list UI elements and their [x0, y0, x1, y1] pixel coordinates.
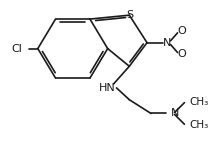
Text: O: O	[177, 50, 186, 60]
Text: N: N	[171, 108, 179, 118]
Text: Cl: Cl	[11, 44, 22, 54]
Text: CH₃: CH₃	[189, 97, 209, 107]
Text: S: S	[126, 10, 133, 20]
Text: N: N	[163, 38, 171, 48]
Text: CH₃: CH₃	[189, 120, 209, 130]
Text: O: O	[177, 26, 186, 36]
Text: HN: HN	[99, 83, 116, 93]
